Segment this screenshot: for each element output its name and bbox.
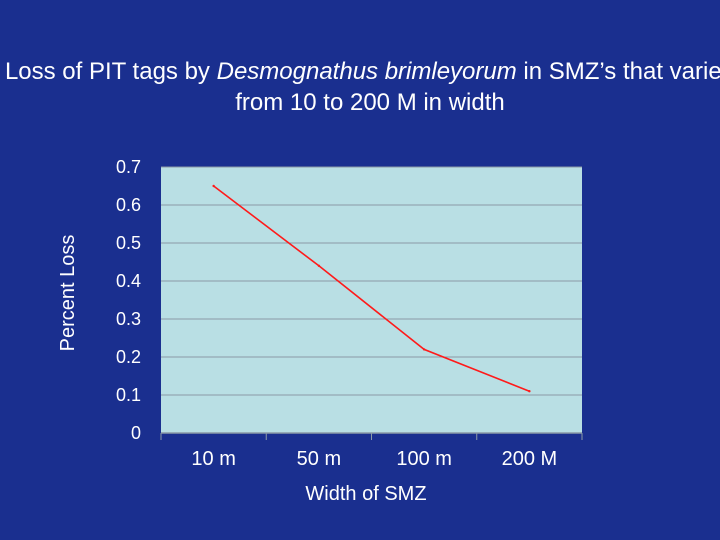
x-tick-label: 10 m <box>191 448 235 470</box>
x-tick-label: 100 m <box>396 448 452 470</box>
chart-title-species: Desmognathus brimleyorum <box>216 58 517 85</box>
data-point <box>422 348 426 351</box>
gridlines <box>161 166 582 434</box>
plot-area <box>161 167 582 433</box>
chart-title-part2: in SMZ’s that varied from 10 to 200 M in… <box>235 58 720 116</box>
y-tick-label: 0.1 <box>116 385 141 405</box>
y-tick-label: 0.3 <box>116 309 141 329</box>
x-tick-label: 200 M <box>502 448 558 470</box>
y-tick-label: 0 <box>131 423 141 443</box>
series-group <box>212 184 531 393</box>
data-point <box>212 184 215 188</box>
data-point <box>528 390 531 393</box>
y-tick-label: 0.4 <box>116 271 141 291</box>
data-point <box>317 264 321 267</box>
x-tick-label: 50 m <box>297 448 341 470</box>
y-tick-label: 0.2 <box>116 347 141 367</box>
x-axis-label: Width of SMZ <box>305 483 426 505</box>
chart-title-part1: Loss of PIT tags by <box>4 58 217 85</box>
series-line <box>213 185 530 392</box>
chart-title: Loss of PIT tags by Desmognathus brimley… <box>0 56 720 118</box>
x-axis-ticks: 10 m 50 m 100 m 200 M <box>160 433 583 470</box>
y-tick-label: 0.5 <box>116 233 141 253</box>
y-tick-label: 0.7 <box>116 157 141 177</box>
y-tick-label: 0.6 <box>116 195 141 215</box>
y-axis-ticks: 0 0.1 0.2 0.3 0.4 0.5 0.6 0.7 <box>116 157 141 443</box>
y-axis-label: Percent Loss <box>57 235 79 352</box>
